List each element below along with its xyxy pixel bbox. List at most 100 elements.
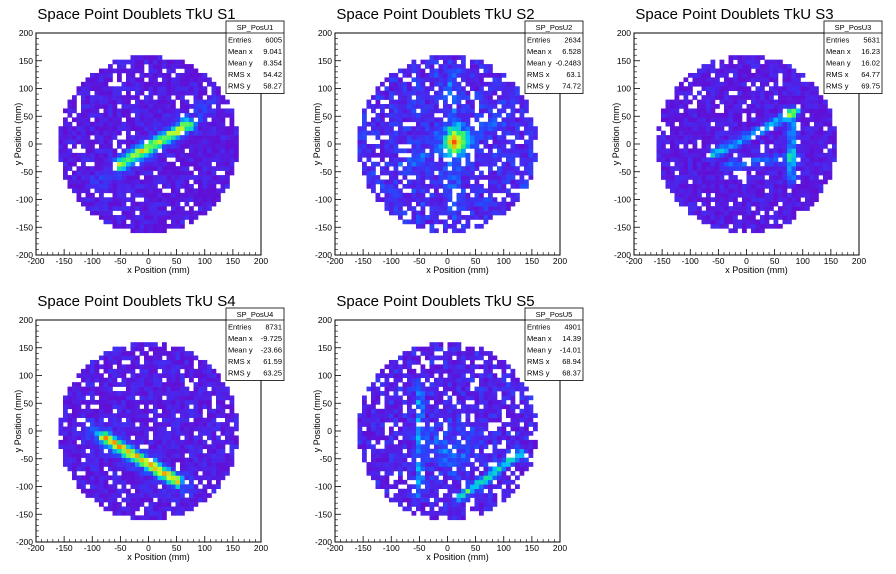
- heatmap-cell: [99, 144, 104, 149]
- heatmap-cell: [697, 68, 702, 74]
- heatmap-cell: [225, 179, 230, 185]
- heatmap-cell: [175, 426, 181, 432]
- heatmap-cell: [407, 135, 412, 140]
- heatmap-cell: [692, 112, 698, 118]
- heatmap-cell: [76, 121, 82, 127]
- heatmap-cell: [456, 157, 462, 163]
- heatmap-cell: [216, 470, 221, 476]
- heatmap-cell: [501, 197, 507, 203]
- heatmap-cell: [438, 86, 444, 92]
- heatmap-cell: [166, 506, 172, 512]
- heatmap-cell: [157, 86, 163, 92]
- heatmap-cell: [198, 359, 203, 365]
- heatmap-cell: [153, 448, 158, 454]
- heatmap-cell: [157, 413, 163, 418]
- heatmap-cell: [171, 497, 176, 503]
- heatmap-cell: [715, 161, 720, 167]
- heatmap-cell: [207, 104, 212, 109]
- heatmap-cell: [818, 148, 824, 154]
- heatmap-cell: [728, 152, 734, 158]
- heatmap-cell: [112, 359, 118, 365]
- heatmap-cell: [189, 183, 194, 189]
- heatmap-cell: [108, 201, 113, 207]
- heatmap-cell: [153, 90, 158, 96]
- heatmap-cell: [130, 166, 136, 171]
- heatmap-cell: [229, 417, 235, 423]
- heatmap-cell: [94, 197, 100, 203]
- heatmap-cell: [211, 126, 217, 131]
- heatmap-cell: [692, 72, 698, 78]
- heatmap-cell: [108, 422, 113, 427]
- heatmap-cell: [184, 431, 190, 436]
- heatmap-cell: [470, 77, 475, 83]
- heatmap-cell: [108, 210, 113, 216]
- heatmap-cell: [184, 351, 190, 356]
- heatmap-cell: [751, 77, 756, 83]
- heatmap-cell: [94, 126, 100, 131]
- heatmap-cell: [180, 59, 185, 65]
- x-tick-label: 0: [445, 256, 450, 266]
- heatmap-cell: [202, 90, 208, 96]
- heatmap-cell: [411, 166, 417, 171]
- heatmap-cell: [166, 152, 172, 158]
- heatmap-cell: [148, 342, 154, 347]
- heatmap-cell: [778, 135, 783, 140]
- heatmap-cell: [63, 431, 68, 436]
- heatmap-cell: [506, 206, 511, 211]
- heatmap-cell: [184, 373, 190, 379]
- heatmap-cell: [827, 139, 833, 145]
- heatmap-cell: [63, 121, 68, 127]
- heatmap-cell: [706, 126, 711, 131]
- heatmap-cell: [117, 502, 122, 507]
- heatmap-cell: [180, 413, 185, 418]
- heatmap-cell: [139, 81, 145, 87]
- heatmap-cell: [121, 126, 127, 131]
- heatmap-cell: [211, 431, 217, 436]
- heatmap-cell: [742, 228, 747, 234]
- heatmap-cell: [456, 68, 462, 74]
- heatmap-cell: [166, 413, 172, 418]
- heatmap-cell: [393, 144, 399, 149]
- heatmap-cell: [184, 81, 190, 87]
- heatmap-cell: [483, 64, 489, 69]
- heatmap-cell: [63, 166, 68, 171]
- heatmap-cell: [357, 157, 363, 163]
- heatmap-cell: [126, 183, 131, 189]
- heatmap-cell: [180, 192, 185, 198]
- heatmap-cell: [733, 201, 738, 207]
- heatmap-cell: [755, 201, 761, 207]
- heatmap-cell: [153, 59, 158, 65]
- heatmap-cell: [434, 139, 439, 145]
- heatmap-cell: [479, 157, 484, 163]
- heatmap-cell: [724, 99, 729, 105]
- axes: -200 -150 -100 -50 0 50 100 150 200-200-150-100-…: [614, 28, 866, 266]
- heatmap-cell: [193, 201, 199, 207]
- heatmap-cell: [697, 179, 702, 185]
- heatmap-cell: [461, 72, 466, 78]
- heatmap-cell: [465, 121, 471, 127]
- heatmap-cell: [402, 201, 408, 207]
- heatmap-cell: [144, 201, 149, 207]
- heatmap-cell: [216, 457, 221, 463]
- heatmap-cell: [371, 431, 376, 436]
- heatmap-cell: [357, 135, 363, 140]
- heatmap-cell: [148, 215, 154, 220]
- heatmap-cell: [719, 152, 725, 158]
- heatmap-cell: [198, 435, 203, 441]
- heatmap-cell: [148, 373, 154, 379]
- heatmap-cell: [153, 112, 158, 118]
- heatmap-cell: [751, 215, 756, 220]
- heatmap-cell: [389, 139, 394, 145]
- heatmap-cell: [488, 95, 493, 100]
- heatmap-cell: [719, 59, 725, 65]
- heatmap-cell: [207, 395, 212, 401]
- heatmap-cell: [130, 72, 136, 78]
- heatmap-cell: [393, 148, 399, 154]
- heatmap-cell: [787, 201, 792, 207]
- heatmap-cell: [148, 121, 154, 127]
- heatmap-cell: [510, 170, 516, 176]
- heatmap-cell: [773, 86, 779, 92]
- heatmap-cell: [121, 466, 127, 472]
- heatmap-cell: [193, 488, 199, 494]
- heatmap-cell: [805, 81, 810, 87]
